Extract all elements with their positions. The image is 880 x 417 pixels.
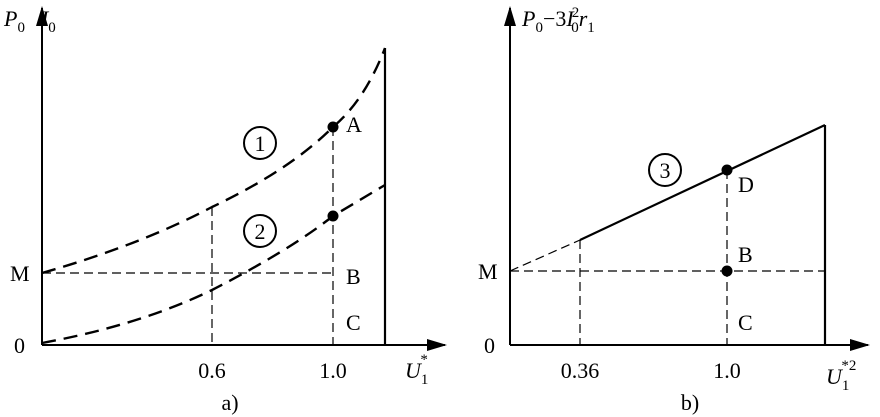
x-axis-label: U1* [405,352,428,388]
y-axis-label: P0−3I2 0r1 [521,5,595,36]
point-label: B [738,242,753,267]
y-axis-label: P0 I0 [3,6,56,36]
point [327,210,339,222]
x-tick-label: 1.0 [319,358,347,383]
curve-marker [243,126,277,160]
point-label: B [346,264,361,289]
curve-label: 2 [255,219,266,244]
point [721,265,733,277]
point-label: C [346,310,361,335]
panel-b: 3 D B C M 0 0.36 1.0 U1*2 P0−3I2 0r1 b) [478,5,870,415]
point-label: C [738,310,753,335]
curve-marker [648,153,682,187]
y-tick-label: M [10,261,30,286]
x-tick-label: 0.6 [198,358,226,383]
point [327,121,339,133]
y-tick-label: 0 [14,333,25,358]
x-tick-label: 1.0 [713,358,741,383]
panel-a: 1 2 A B C M 0 0.6 1.0 U1* P0 I0 a) [3,6,447,415]
caption: b) [681,390,699,415]
curve-1 [41,47,387,275]
extrapolation [509,239,581,272]
y-tick-label: 0 [484,333,495,358]
point [721,164,733,176]
point-label: D [738,172,754,197]
curve-3 [579,124,826,241]
caption: a) [221,390,238,415]
curve-2 [41,183,386,345]
y-tick-label: M [478,259,498,284]
point-label: A [346,112,362,137]
curve-label: 1 [255,131,266,156]
curve-label: 3 [660,158,671,183]
x-axis-label: U1*2 [826,358,856,394]
x-tick-label: 0.36 [561,358,600,383]
curve-marker [243,214,277,248]
